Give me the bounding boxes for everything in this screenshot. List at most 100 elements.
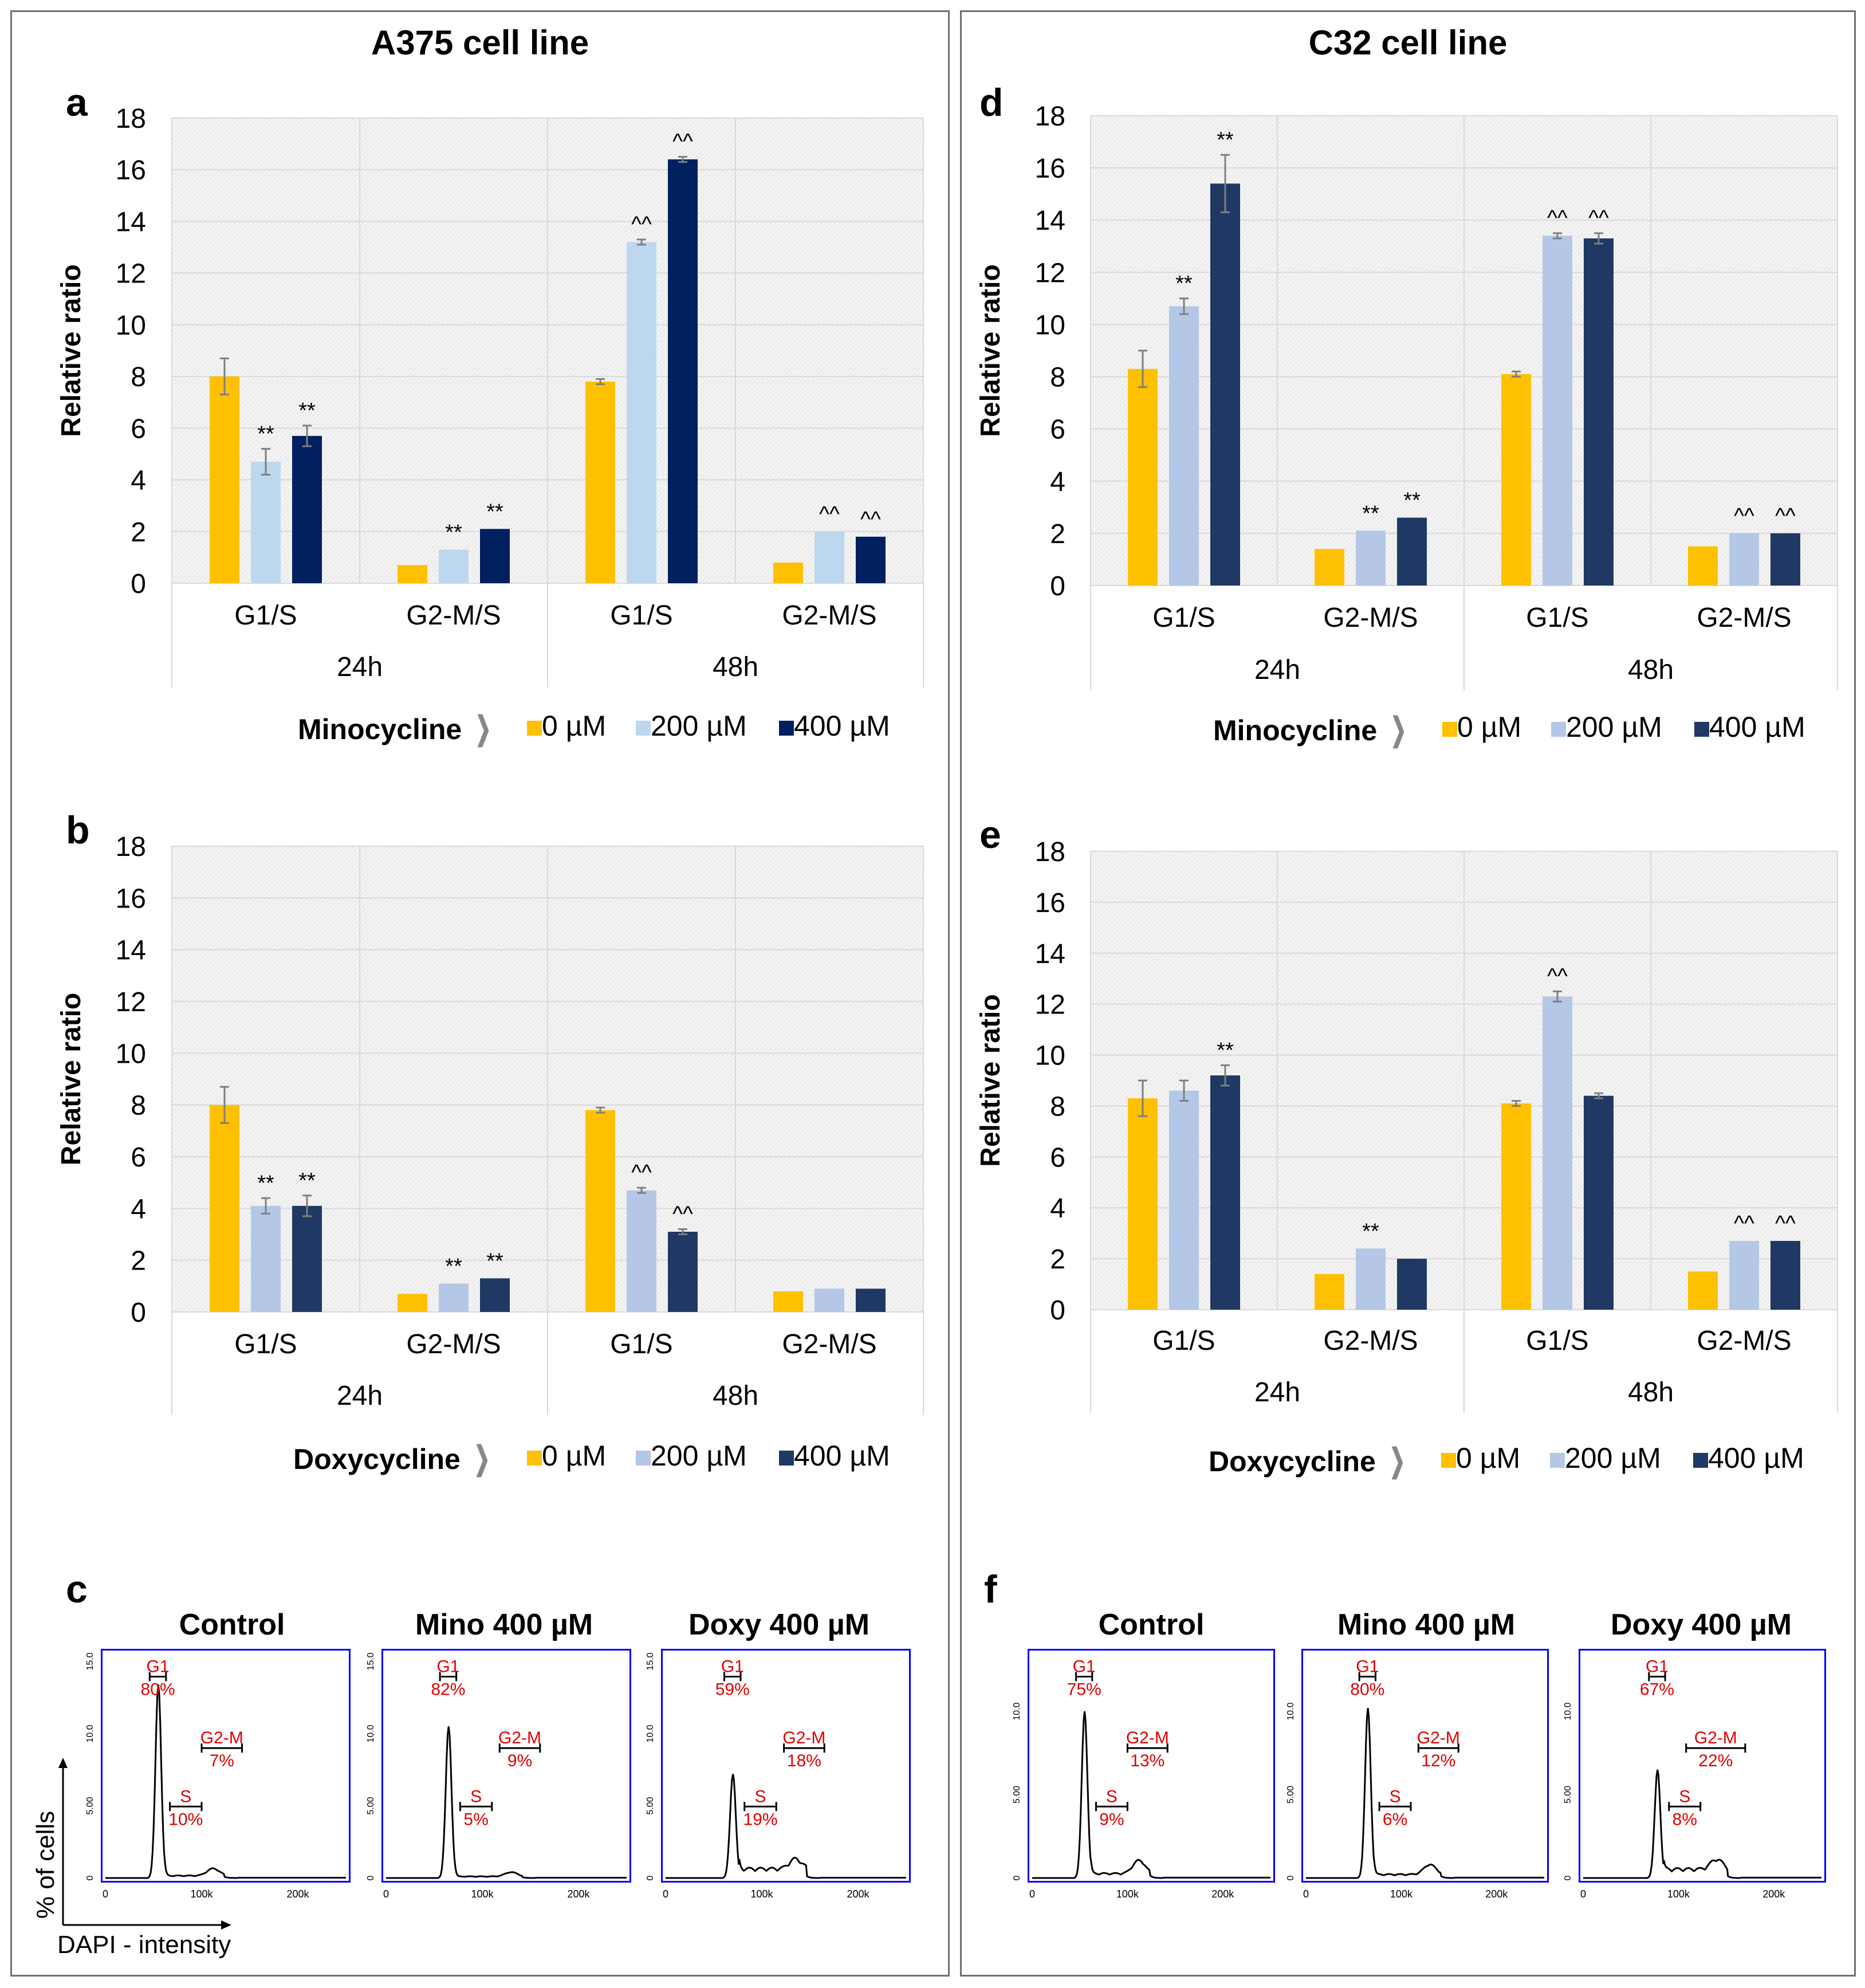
bar: [627, 242, 656, 583]
bar: [1501, 1103, 1531, 1310]
hist-x-tick: 100k: [750, 1888, 773, 1900]
g1-label: G1: [1646, 1657, 1669, 1676]
significance-mark: **: [298, 399, 316, 423]
y-tick-label: 10: [116, 1039, 146, 1069]
hist-x-tick: 0: [663, 1888, 668, 1900]
histogram-frame: [381, 1649, 631, 1883]
group-label: 48h: [713, 1381, 758, 1411]
hist-x-tick: 200k: [1762, 1888, 1785, 1900]
bar: [1356, 531, 1386, 586]
bar: [856, 1288, 886, 1312]
significance-mark: **: [486, 1249, 503, 1273]
histogram-svg: 0 5.00 10.0 15.0 0 100k 200k G1 82% S 5% G2-M 9%: [366, 1649, 631, 1900]
bar: [668, 159, 698, 584]
s-percent: 5%: [463, 1810, 488, 1829]
bar: [1584, 238, 1614, 586]
histogram-curve: [1032, 1711, 1270, 1879]
y-axis-title: Relative ratio: [975, 994, 1006, 1166]
y-tick-label: 12: [116, 259, 146, 289]
significance-mark: **: [1362, 1219, 1379, 1243]
legend-item-200: 200 µM: [1551, 710, 1662, 744]
y-tick-label: 2: [1050, 519, 1065, 549]
histogram-curve: [105, 1684, 346, 1879]
legend-item-0: 0 µM: [1442, 710, 1521, 744]
bar: [585, 1110, 615, 1312]
g2m-percent: 9%: [507, 1751, 532, 1770]
bar: [1688, 1271, 1718, 1310]
bar: [1397, 517, 1427, 586]
hist-y-tick: 5.00: [1012, 1786, 1022, 1804]
bar: [1584, 1095, 1614, 1310]
significance-mark: **: [486, 500, 503, 524]
hist-x-tick: 0: [103, 1888, 108, 1900]
legend-item-0: 0 µM: [527, 1439, 606, 1472]
g1-label: G1: [1356, 1657, 1379, 1676]
y-tick-label: 14: [1035, 939, 1065, 969]
bar: [292, 435, 322, 583]
hist-y-tick: 5.00: [646, 1797, 655, 1814]
bar: [480, 1278, 510, 1312]
x-tick-label: G1/S: [1152, 1326, 1215, 1356]
hist-x-tick: 0: [383, 1888, 389, 1900]
significance-mark: **: [445, 1254, 462, 1278]
bar: [439, 549, 469, 583]
hist-y-tick: 10.0: [1012, 1703, 1022, 1720]
g2m-label: G2-M: [1694, 1728, 1737, 1747]
s-label: S: [1390, 1787, 1401, 1806]
g1-percent: 59%: [715, 1680, 750, 1699]
bar: [398, 1294, 427, 1312]
legend-item-400: 400 µM: [779, 709, 890, 742]
g1-percent: 75%: [1067, 1680, 1101, 1699]
x-tick-label: G2-M/S: [406, 1329, 501, 1360]
significance-mark: **: [1175, 272, 1193, 296]
bar: [1128, 368, 1158, 586]
histogram-curve: [1583, 1769, 1821, 1879]
hist-title-f-doxy: Doxy 400 µM: [1610, 1608, 1792, 1641]
x-tick-label: G1/S: [1526, 1326, 1588, 1356]
bar: [1770, 1241, 1800, 1310]
hist-x-axis-title: DAPI - intensity: [57, 1931, 231, 1959]
group-label: 48h: [1628, 655, 1674, 685]
bar: [210, 1105, 239, 1312]
significance-mark: **: [1403, 489, 1421, 513]
g1-label: G1: [436, 1657, 459, 1676]
panel-label-a: a: [66, 81, 88, 124]
s-label: S: [1106, 1787, 1118, 1806]
g1-label: G1: [1073, 1657, 1096, 1676]
panel-label-d: d: [979, 81, 1004, 124]
significance-mark: **: [298, 1169, 316, 1193]
legend-item-200: 200 µM: [636, 1439, 747, 1472]
right-panel-title: C32 cell line: [1308, 23, 1508, 62]
bar: [1729, 1241, 1759, 1310]
y-tick-label: 14: [1035, 206, 1065, 236]
bar: [1128, 1098, 1158, 1310]
hist-x-tick: 100k: [1116, 1888, 1139, 1900]
hist-y-tick: 10.0: [85, 1724, 95, 1742]
y-tick-label: 10: [1035, 1041, 1065, 1071]
bar: [1315, 549, 1344, 586]
y-tick-label: 16: [1035, 154, 1065, 184]
s-percent: 6%: [1383, 1810, 1407, 1829]
group-label: 24h: [1254, 1377, 1300, 1408]
hist-title-f-mino: Mino 400 µM: [1337, 1608, 1516, 1641]
x-tick-label: G1/S: [610, 600, 672, 631]
hist-y-tick: 10.0: [646, 1724, 655, 1742]
bar: [292, 1205, 322, 1312]
significance-mark: ^^: [819, 502, 840, 527]
group-label: 24h: [1254, 655, 1300, 685]
hist-x-tick: 200k: [847, 1888, 869, 1900]
g1-percent: 80%: [1350, 1680, 1384, 1699]
significance-mark: ^^: [1547, 964, 1568, 988]
bar: [1688, 546, 1718, 586]
hist-x-tick: 200k: [286, 1888, 309, 1900]
significance-mark: ^^: [1775, 1212, 1796, 1236]
x-tick-label: G1/S: [1526, 603, 1588, 633]
significance-mark: **: [1217, 128, 1234, 152]
bar: [815, 1288, 844, 1312]
y-tick-label: 0: [131, 569, 146, 599]
g2m-percent: 7%: [210, 1751, 234, 1770]
hist-y-tick: 0: [1012, 1875, 1022, 1880]
y-tick-label: 0: [1050, 1295, 1065, 1326]
